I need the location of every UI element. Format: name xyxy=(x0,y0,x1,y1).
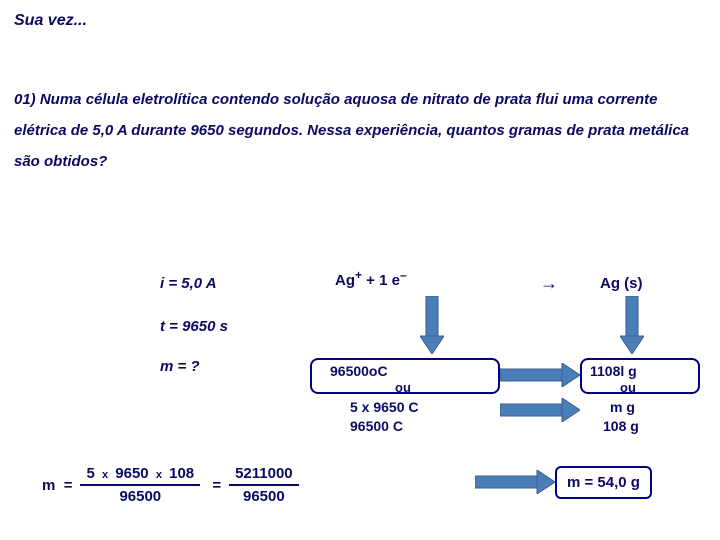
mass-line2: m g xyxy=(610,399,635,415)
mass-line3: 108 g xyxy=(603,418,639,434)
frac1-num: 5 x 9650 x 108 xyxy=(80,465,200,486)
result-box: m = 54,0 g xyxy=(555,466,652,499)
reaction-arrow: → xyxy=(540,273,558,294)
ou-right: ou xyxy=(620,380,636,395)
frac1-den: 96500 xyxy=(113,486,167,505)
eq-product: Ag (s) xyxy=(600,275,643,292)
charge-mult: 5 x xyxy=(350,399,369,415)
n3: 108 xyxy=(169,465,194,482)
x1: x xyxy=(99,469,111,481)
calc-m: m xyxy=(42,477,55,494)
given-current: i = 5,0 A xyxy=(160,275,217,292)
page-title: Sua vez... xyxy=(14,12,87,30)
fraction-2: 5211000 96500 xyxy=(229,465,299,505)
n1: 5 xyxy=(86,465,94,482)
x2: x xyxy=(153,469,165,481)
charge-line1: 96500oC xyxy=(330,363,388,379)
mass-line1: 1108l g xyxy=(590,363,637,379)
ou-left: ou xyxy=(395,380,411,395)
right-arrow-icon xyxy=(500,398,580,422)
right-arrow-icon xyxy=(475,470,555,494)
charge-val: 9650 C xyxy=(373,399,418,415)
given-time: t = 9650 s xyxy=(160,318,228,335)
calc-eq2: = xyxy=(212,477,221,494)
calc-eq1: = xyxy=(64,477,73,494)
eq-sup2: – xyxy=(400,268,407,282)
right-arrow-icon xyxy=(500,363,580,387)
eq-sup1: + xyxy=(355,268,362,282)
charge-line2: 5 x 9650 C xyxy=(350,399,419,415)
eq-lhs: Ag xyxy=(335,272,355,289)
chemical-equation: Ag+ + 1 e– xyxy=(335,272,407,289)
frac2-den: 96500 xyxy=(237,486,291,505)
down-arrow-icon xyxy=(620,296,644,356)
question-text: 01) Numa célula eletrolítica contendo so… xyxy=(14,85,706,177)
eq-mid: + 1 e xyxy=(362,272,400,289)
charge-line3: 96500 C xyxy=(350,418,403,434)
given-mass: m = ? xyxy=(160,358,200,375)
fraction-1: 5 x 9650 x 108 96500 xyxy=(80,465,200,505)
frac2-num: 5211000 xyxy=(229,465,299,486)
calculation-row: m = 5 x 9650 x 108 96500 = 5211000 96500 xyxy=(42,465,307,505)
n2: 9650 xyxy=(115,465,148,482)
down-arrow-icon xyxy=(420,296,444,356)
